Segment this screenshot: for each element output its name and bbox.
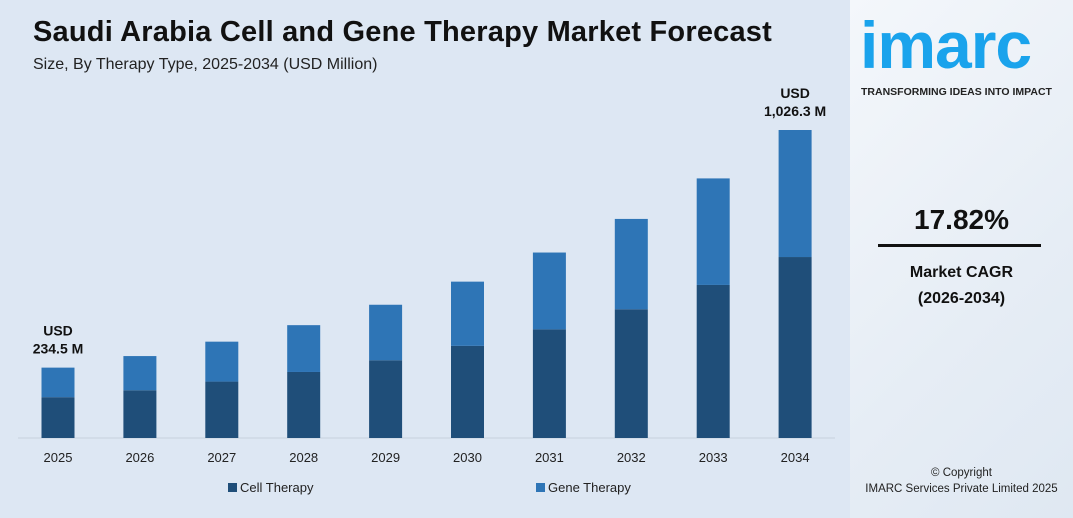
bar-gene-therapy-2027 bbox=[205, 341, 239, 382]
bar-cell-therapy-2027 bbox=[205, 381, 239, 438]
data-label: 234.5 M bbox=[33, 341, 84, 357]
tagline: TRANSFORMING IDEAS INTO IMPACT bbox=[861, 86, 1052, 98]
x-tick-label: 2034 bbox=[781, 450, 810, 465]
x-tick-label: 2028 bbox=[289, 450, 318, 465]
x-tick-label: 2026 bbox=[125, 450, 154, 465]
chart-subtitle: Size, By Therapy Type, 2025-2034 (USD Mi… bbox=[33, 56, 378, 73]
bar-gene-therapy-2032 bbox=[614, 218, 648, 310]
imarc-logo: imarc bbox=[860, 8, 1032, 82]
cagr-label: Market CAGR (2026-2034) bbox=[850, 260, 1073, 312]
copyright: © Copyright IMARC Services Private Limite… bbox=[850, 465, 1073, 497]
bar-gene-therapy-2031 bbox=[532, 252, 566, 330]
x-tick-label: 2031 bbox=[535, 450, 564, 465]
legend-swatch bbox=[536, 483, 545, 492]
copyright-text: © Copyright bbox=[931, 467, 992, 479]
bar-gene-therapy-2030 bbox=[451, 281, 484, 346]
legend-label: Cell Therapy bbox=[240, 480, 314, 495]
bar-gene-therapy-2026 bbox=[123, 356, 157, 391]
cagr-value: 17.82% bbox=[914, 204, 1009, 235]
bar-gene-therapy-2029 bbox=[369, 304, 403, 361]
bar-cell-therapy-2034 bbox=[778, 257, 812, 438]
data-label: USD bbox=[43, 323, 73, 339]
bar-cell-therapy-2032 bbox=[614, 309, 648, 438]
divider bbox=[878, 244, 1041, 247]
x-tick-label: 2025 bbox=[44, 450, 73, 465]
chart-panel: Saudi Arabia Cell and Gene Therapy Marke… bbox=[0, 0, 850, 518]
bar-cell-therapy-2025 bbox=[41, 397, 75, 438]
info-panel: imarc TRANSFORMING IDEAS INTO IMPACT 17.… bbox=[850, 0, 1073, 518]
cagr-label-text: Market CAGR bbox=[909, 264, 1014, 281]
bar-cell-therapy-2033 bbox=[696, 284, 730, 438]
data-label: USD bbox=[780, 85, 810, 101]
x-tick-label: 2029 bbox=[371, 450, 400, 465]
bar-gene-therapy-2034 bbox=[778, 130, 812, 258]
cagr-period: (2026-2034) bbox=[917, 290, 1006, 307]
legend-label: Gene Therapy bbox=[548, 480, 631, 495]
bar-cell-therapy-2030 bbox=[451, 345, 484, 438]
company-name: IMARC Services Private Limited 2025 bbox=[865, 483, 1058, 495]
bar-cell-therapy-2028 bbox=[287, 371, 321, 438]
bar-cell-therapy-2029 bbox=[369, 360, 403, 438]
x-tick-label: 2030 bbox=[453, 450, 482, 465]
bar-gene-therapy-2033 bbox=[696, 178, 730, 285]
bar-chart: 2025 USD 234.5 M 2026 2027 2028 2029 2030 2031 20… bbox=[18, 85, 835, 495]
x-tick-label: 2033 bbox=[699, 450, 728, 465]
x-tick-label: 2027 bbox=[207, 450, 236, 465]
legend-swatch bbox=[228, 483, 237, 492]
chart-title: Saudi Arabia Cell and Gene Therapy Marke… bbox=[33, 16, 772, 48]
x-tick-label: 2032 bbox=[617, 450, 646, 465]
data-label: 1,026.3 M bbox=[764, 103, 826, 119]
bar-gene-therapy-2028 bbox=[287, 325, 321, 372]
bar-gene-therapy-2025 bbox=[41, 367, 75, 398]
bar-cell-therapy-2026 bbox=[123, 390, 157, 438]
bar-cell-therapy-2031 bbox=[532, 329, 566, 438]
